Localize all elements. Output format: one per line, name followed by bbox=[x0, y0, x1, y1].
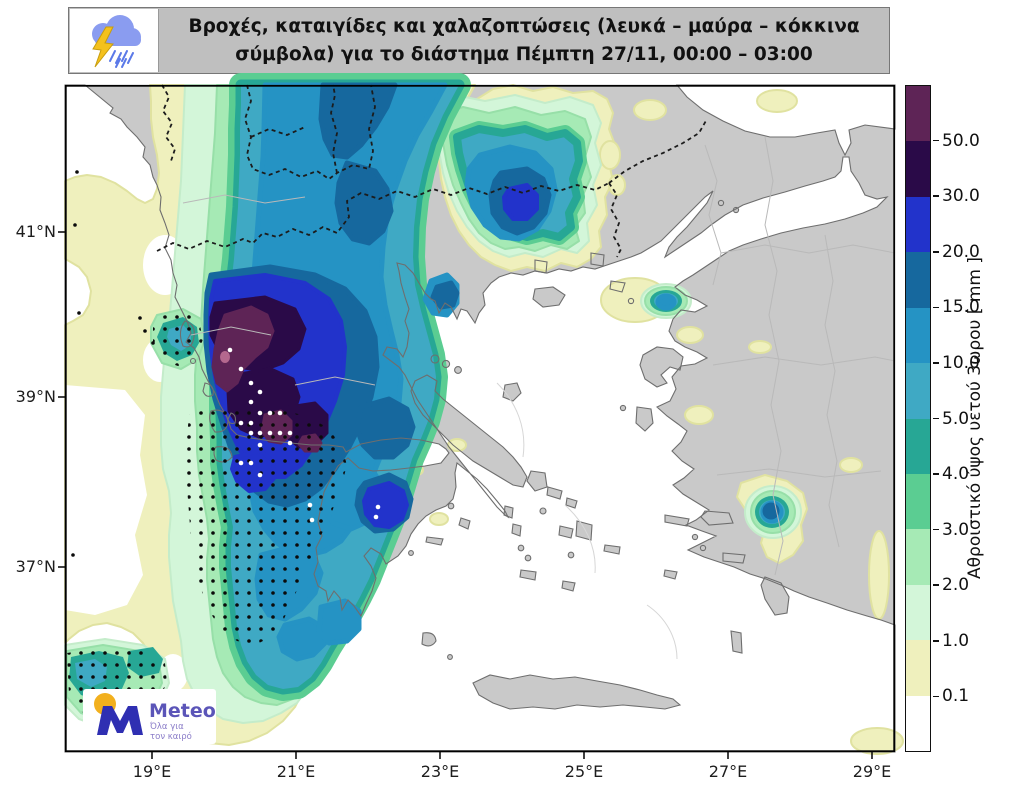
colorbar-tick-label: 2.0 bbox=[942, 575, 970, 596]
sea-region-lines bbox=[496, 382, 678, 660]
lat-tick-label: 39°N bbox=[15, 387, 56, 406]
colorbar-tick bbox=[933, 695, 939, 698]
colorbar-segment bbox=[906, 307, 930, 364]
lon-tick-label: 21°E bbox=[276, 762, 316, 781]
colorbar-tick-label: 4.0 bbox=[942, 464, 970, 485]
coastlines bbox=[64, 84, 896, 753]
colorbar-segment bbox=[906, 529, 930, 585]
colorbar-segment bbox=[906, 473, 930, 530]
storm-cloud-rain-lightning-icon bbox=[70, 9, 159, 72]
sea-black-sea bbox=[677, 85, 895, 155]
colorbar-segment bbox=[906, 418, 930, 474]
lon-tick-label: 23°E bbox=[420, 762, 460, 781]
lon-tick-label: 19°E bbox=[132, 762, 172, 781]
logo-brand: Meteo bbox=[149, 700, 216, 722]
lon-tick-label: 29°E bbox=[852, 762, 892, 781]
colorbar-tick bbox=[933, 584, 939, 587]
lon-tick-label: 27°E bbox=[708, 762, 748, 781]
colorbar-tick-label: 3.0 bbox=[942, 519, 970, 540]
svg-text:τον καιρό: τον καιρό bbox=[150, 731, 192, 742]
black-storm-symbols-corfu bbox=[153, 311, 203, 367]
pink-extreme-spot bbox=[220, 351, 230, 363]
svg-text:Όλα για: Όλα για bbox=[149, 721, 184, 732]
admin-borders bbox=[182, 136, 896, 576]
colorbar-tick bbox=[933, 417, 939, 420]
map-title: Βροχές, καταιγίδες και χαλαζοπτώσεις (λε… bbox=[188, 15, 860, 65]
sea-aegean-ionian bbox=[64, 84, 896, 753]
lon-tick-label: 25°E bbox=[564, 762, 604, 781]
colorbar-segment bbox=[906, 363, 930, 419]
map-frame bbox=[64, 84, 896, 753]
colorbar-tick-label: 10.0 bbox=[942, 352, 980, 373]
colorbar-tick bbox=[933, 362, 939, 364]
colorbar bbox=[905, 85, 931, 752]
colorbar-tick bbox=[933, 306, 939, 309]
lat-tick-label: 41°N bbox=[15, 222, 56, 241]
colorbar-tick bbox=[933, 640, 939, 642]
colorbar-tick-label: 1.0 bbox=[942, 630, 970, 651]
white-hail-symbols bbox=[227, 347, 381, 523]
forecast-map bbox=[58, 73, 904, 759]
colorbar-segment bbox=[906, 196, 930, 253]
colorbar-tick-label: 30.0 bbox=[942, 186, 980, 207]
colorbar-tick bbox=[933, 250, 939, 253]
black-symbol-singles bbox=[71, 170, 155, 557]
colorbar-tick bbox=[933, 195, 939, 197]
sea-black-sea bbox=[675, 84, 896, 157]
colorbar-tick-label: 20.0 bbox=[942, 241, 980, 262]
colorbar-segment bbox=[906, 695, 930, 752]
colorbar-tick bbox=[933, 139, 939, 142]
colorbar-segment bbox=[906, 584, 930, 641]
colorbar-segment bbox=[906, 86, 930, 142]
colorbar-segment bbox=[906, 252, 930, 308]
axis-ticks bbox=[58, 231, 873, 759]
colorbar-tick-label: 15.0 bbox=[942, 297, 980, 318]
colorbar-tick bbox=[933, 528, 939, 531]
colorbar-tick-label: 50.0 bbox=[942, 130, 980, 151]
colorbar-segment bbox=[906, 141, 930, 197]
colorbar-title: Αθροιστικό ύψος υετού 3ωρου [ mm ] bbox=[965, 257, 985, 579]
colorbar-tick-label: 0.1 bbox=[942, 686, 970, 707]
title-banner: Βροχές, καταιγίδες και χαλαζοπτώσεις (λε… bbox=[68, 7, 890, 74]
black-storm-symbols bbox=[186, 403, 347, 645]
colorbar-tick bbox=[933, 473, 939, 475]
logo-m-icon bbox=[97, 706, 143, 735]
meteo-logo: Meteo Όλα για τον καιρό bbox=[83, 689, 216, 744]
colorbar-tick-label: 5.0 bbox=[942, 408, 970, 429]
lat-tick-label: 37°N bbox=[15, 557, 56, 576]
country-borders bbox=[156, 84, 708, 258]
colorbar-segment bbox=[906, 640, 930, 696]
